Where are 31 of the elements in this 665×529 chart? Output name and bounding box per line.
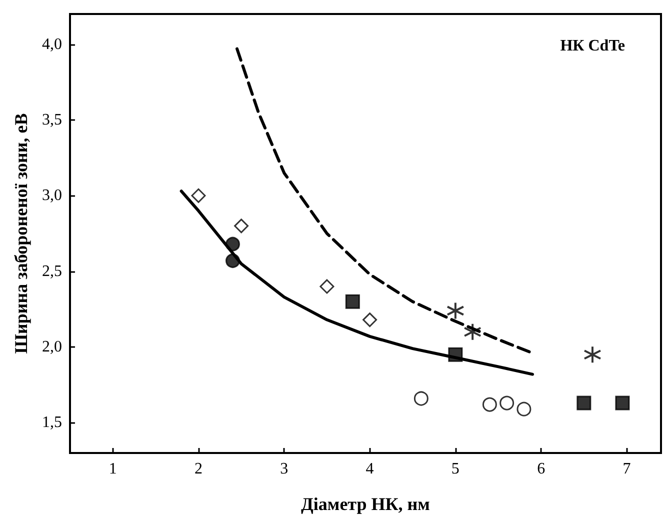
- point: [482, 397, 497, 412]
- y-tick-label: 3,5: [42, 111, 62, 128]
- x-tick-label: 6: [537, 460, 546, 478]
- x-tick-label: 4: [366, 460, 374, 478]
- y-tick-label: 2,5: [42, 262, 62, 280]
- point: [345, 294, 360, 309]
- point: [446, 302, 464, 320]
- x-tick-label: 3: [280, 460, 288, 478]
- x-tick-label: 1: [108, 460, 117, 478]
- point: [615, 396, 630, 410]
- y-tick-label: 3,0: [42, 187, 62, 204]
- point: [583, 346, 602, 364]
- y-tick-label: 4,0: [42, 36, 62, 53]
- point: [234, 218, 249, 234]
- x-tick-label: 2: [194, 460, 202, 478]
- point: [414, 391, 428, 406]
- point: [362, 312, 378, 328]
- point: [320, 279, 334, 294]
- line-series: [180, 190, 534, 376]
- point: [191, 188, 206, 203]
- point: [576, 396, 592, 410]
- x-tick-label: 5: [451, 460, 460, 478]
- y-tick-label: 1,5: [42, 414, 62, 432]
- y-axis-title: Ширина забороненої зони, еВ: [11, 113, 31, 354]
- x-tick-label: 7: [622, 460, 631, 478]
- point: [464, 322, 482, 341]
- y-tick-label: 2,0: [42, 338, 62, 356]
- x-axis-title: Діаметр НК, нм: [301, 494, 430, 514]
- point: [500, 396, 514, 410]
- point: [516, 402, 532, 416]
- annotation: НК CdTe: [560, 38, 626, 54]
